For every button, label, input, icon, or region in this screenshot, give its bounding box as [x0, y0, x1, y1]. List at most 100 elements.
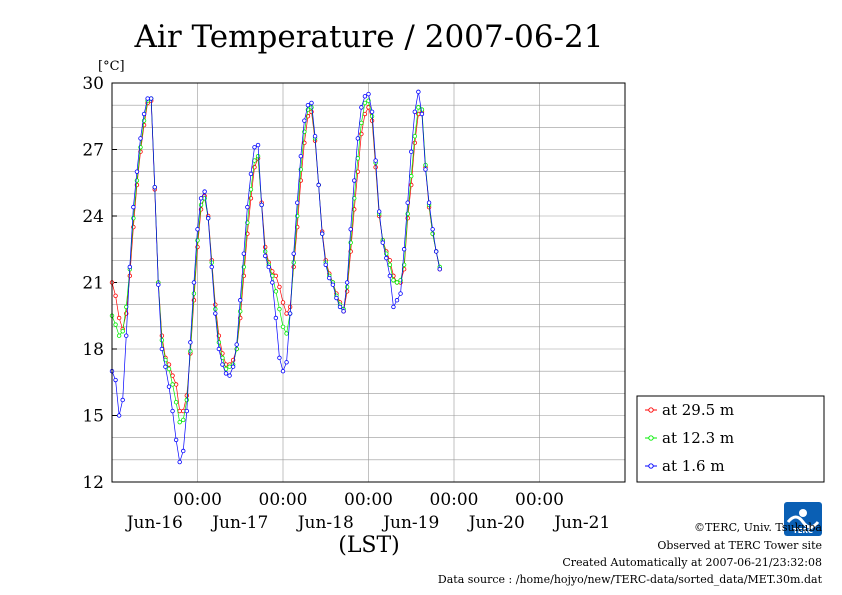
data-point: [319, 231, 325, 236]
data-point: [227, 373, 232, 378]
x-tick-time-label: 00:00: [173, 490, 222, 510]
footer-source: Data source : /home/hojyo/new/TERC-data/…: [438, 573, 823, 586]
data-point: [195, 238, 200, 243]
data-point: [391, 304, 396, 310]
data-point: [341, 309, 346, 314]
data-point: [184, 408, 190, 414]
x-tick-time-label: 00:00: [259, 490, 308, 510]
data-point: [262, 253, 268, 259]
legend-marker: [648, 407, 654, 413]
data-point: [416, 105, 421, 110]
data-point: [391, 278, 396, 283]
data-point: [170, 382, 175, 387]
data-point: [159, 346, 165, 352]
data-point: [116, 315, 122, 321]
legend: at 29.5 m at 12.3 m at 1.6 m: [636, 395, 825, 483]
data-point: [284, 311, 289, 316]
x-tick-time-label: 00:00: [515, 490, 564, 510]
data-point: [120, 397, 125, 403]
data-point: [159, 337, 165, 343]
data-point: [173, 382, 179, 387]
data-point: [277, 355, 282, 361]
data-point: [230, 364, 236, 369]
legend-label: at 12.3 m: [662, 429, 734, 447]
data-point: [220, 362, 225, 367]
x-tick-day-label: Jun-16: [125, 513, 183, 533]
y-axis-ticks: 12 15 18 21 24 27 30: [82, 74, 117, 493]
footer-created: Created Automatically at 2007-06-21/23:3…: [562, 556, 822, 569]
data-point: [255, 142, 261, 148]
footer-copyright: ©TERC, Univ. Tsukuba: [694, 521, 822, 534]
data-point: [380, 240, 385, 245]
data-point: [426, 200, 432, 205]
data-point: [359, 105, 364, 110]
terc-logo: TERC: [784, 502, 822, 536]
data-point: [273, 273, 279, 279]
data-point: [270, 280, 275, 285]
data-point: [141, 111, 147, 117]
data-point: [419, 111, 425, 117]
data-point: [305, 102, 311, 108]
data-point: [124, 333, 129, 338]
legend-marker: [648, 435, 654, 441]
data-point: [127, 273, 133, 279]
data-point: [280, 300, 286, 305]
data-point: [398, 291, 403, 296]
data-point: [116, 413, 122, 418]
data-point: [387, 273, 393, 279]
x-axis-label: (LST): [338, 533, 400, 558]
data-point: [309, 100, 314, 106]
data-point: [181, 448, 186, 454]
data-point: [184, 397, 190, 403]
y-tick-label: 27: [82, 141, 104, 161]
data-point: [188, 340, 193, 345]
data-point: [255, 153, 261, 159]
data-point: [277, 306, 282, 312]
data-point: [166, 366, 172, 372]
data-point: [384, 255, 389, 261]
data-point: [312, 133, 318, 139]
data-point: [280, 368, 286, 374]
data-point: [287, 311, 293, 316]
footer-observed: Observed at TERC Tower site: [657, 539, 822, 552]
data-point: [277, 284, 282, 290]
data-point: [156, 282, 161, 287]
legend-label: at 1.6 m: [662, 457, 725, 475]
series-line: [111, 100, 441, 412]
y-tick-label: 12: [82, 473, 104, 493]
data-point: [394, 298, 400, 303]
data-point: [148, 96, 154, 101]
series-0: [109, 98, 442, 414]
legend-marker: [648, 463, 654, 469]
data-point: [401, 247, 407, 252]
x-tick-day-label: Jun-19: [381, 513, 439, 533]
plot-frame: [111, 82, 626, 483]
data-point: [387, 262, 393, 267]
data-point: [316, 182, 321, 188]
data-point: [188, 349, 193, 354]
data-point: [145, 96, 150, 101]
legend-label: at 29.5 m: [662, 401, 734, 419]
data-point: [238, 298, 243, 303]
data-point: [369, 109, 375, 115]
data-point: [295, 200, 300, 205]
chart-title: Air Temperature / 2007-06-21: [134, 19, 604, 55]
y-tick-label: 18: [82, 340, 104, 360]
y-tick-label: 24: [82, 207, 104, 227]
data-point: [291, 251, 296, 256]
data-point: [359, 120, 364, 126]
data-point: [291, 260, 296, 265]
data-point: [280, 324, 286, 330]
data-point: [323, 262, 328, 267]
data-point: [191, 291, 197, 296]
data-point: [191, 280, 197, 285]
data-point: [266, 264, 271, 270]
data-point: [302, 118, 307, 123]
y-tick-label: 15: [82, 407, 104, 427]
data-point: [273, 289, 279, 294]
data-point: [433, 249, 439, 254]
data-point: [134, 169, 140, 174]
data-point: [412, 109, 418, 115]
data-point: [284, 360, 289, 365]
